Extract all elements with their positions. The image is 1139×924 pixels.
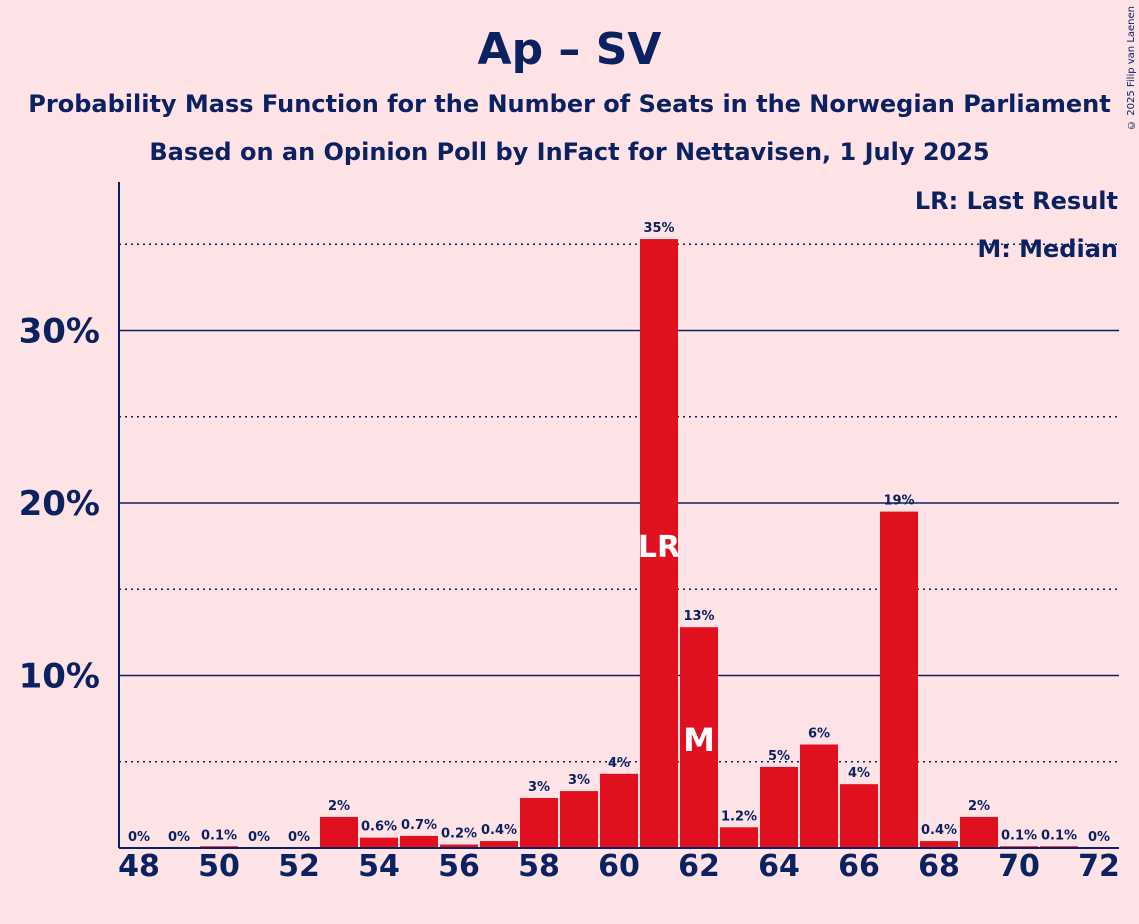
bar-seat-69	[960, 816, 998, 848]
data-label-seat-48: 0%	[128, 830, 150, 845]
bar-seat-66	[840, 784, 878, 848]
data-label-seat-52: 0%	[288, 830, 310, 845]
bar-seat-62	[680, 627, 718, 848]
x-tick-label: 62	[678, 849, 720, 884]
x-tick-label: 68	[918, 849, 960, 884]
data-label-seat-72: 0%	[1088, 830, 1110, 845]
bar-seat-58	[520, 797, 558, 848]
x-tick-label: 60	[598, 849, 640, 884]
legend-last-result: LR: Last Result	[915, 187, 1118, 215]
bar-seat-56	[440, 844, 478, 848]
x-tick-label: 58	[518, 849, 560, 884]
data-label-seat-55: 0.7%	[401, 818, 437, 833]
bar-seat-64	[760, 766, 798, 848]
data-label-seat-50: 0.1%	[201, 828, 237, 843]
x-tick-label: 66	[838, 849, 880, 884]
last-result-marker: LR	[638, 530, 680, 565]
data-labels: 0% 0% 0.1% 0% 0% 2% 0.6% 0.7% 0.2% 0.4% 3% 3% 4% 35% 1…	[128, 221, 1110, 845]
x-tick-label: 56	[438, 849, 480, 884]
bar-seat-65	[800, 744, 838, 848]
y-tick-label: 30%	[19, 312, 100, 352]
x-tick-label: 50	[198, 849, 240, 884]
median-marker: M	[683, 721, 715, 759]
chart-title: Ap – SV	[477, 24, 662, 75]
x-tick-label: 64	[758, 849, 800, 884]
data-label-seat-71: 0.1%	[1041, 828, 1077, 843]
data-label-seat-61: 35%	[643, 221, 674, 236]
data-label-seat-69: 2%	[968, 799, 990, 814]
x-tick-label: 70	[998, 849, 1040, 884]
x-tick-label: 48	[118, 849, 160, 884]
bar-seat-67	[880, 511, 918, 848]
data-label-seat-60: 4%	[608, 756, 630, 771]
bar-seat-61	[640, 239, 678, 848]
bars	[200, 239, 1078, 848]
data-label-seat-53: 2%	[328, 799, 350, 814]
x-tick-label: 54	[358, 849, 400, 884]
grid-lines	[119, 243, 1119, 763]
data-label-seat-67: 19%	[883, 494, 914, 509]
y-tick-label: 20%	[19, 484, 100, 524]
legend-median: M: Median	[977, 235, 1118, 263]
data-label-seat-57: 0.4%	[481, 823, 517, 838]
data-label-seat-54: 0.6%	[361, 820, 397, 835]
x-tick-label: 52	[278, 849, 320, 884]
chart-subtitle-source: Based on an Opinion Poll by InFact for N…	[149, 138, 990, 166]
chart-subtitle-poll-type: Probability Mass Function for the Number…	[28, 90, 1111, 118]
data-label-seat-59: 3%	[568, 773, 590, 788]
data-label-seat-65: 6%	[808, 727, 830, 742]
bar-seat-63	[720, 827, 758, 848]
data-label-seat-70: 0.1%	[1001, 828, 1037, 843]
data-label-seat-51: 0%	[248, 830, 270, 845]
bar-seat-59	[560, 791, 598, 848]
data-label-seat-56: 0.2%	[441, 827, 477, 842]
data-label-seat-66: 4%	[848, 766, 870, 781]
bar-seat-60	[600, 773, 638, 848]
data-label-seat-63: 1.2%	[721, 809, 757, 824]
data-label-seat-64: 5%	[768, 749, 790, 764]
data-label-seat-68: 0.4%	[921, 823, 957, 838]
bar-seat-68	[920, 841, 958, 848]
bar-seat-57	[480, 841, 518, 848]
legend: LR: Last Result M: Median	[915, 187, 1118, 263]
bar-seat-53	[320, 816, 358, 848]
y-tick-label: 10%	[19, 657, 100, 697]
axes: 48 50 52 54 56 58 60 62 64 66 68 70 72 10% 20% 30%	[19, 182, 1120, 884]
bar-seat-54	[360, 837, 398, 848]
data-label-seat-49: 0%	[168, 830, 190, 845]
x-tick-label: 72	[1078, 849, 1120, 884]
data-label-seat-62: 13%	[683, 609, 714, 624]
bar-seat-55	[400, 835, 438, 848]
data-label-seat-58: 3%	[528, 780, 550, 795]
